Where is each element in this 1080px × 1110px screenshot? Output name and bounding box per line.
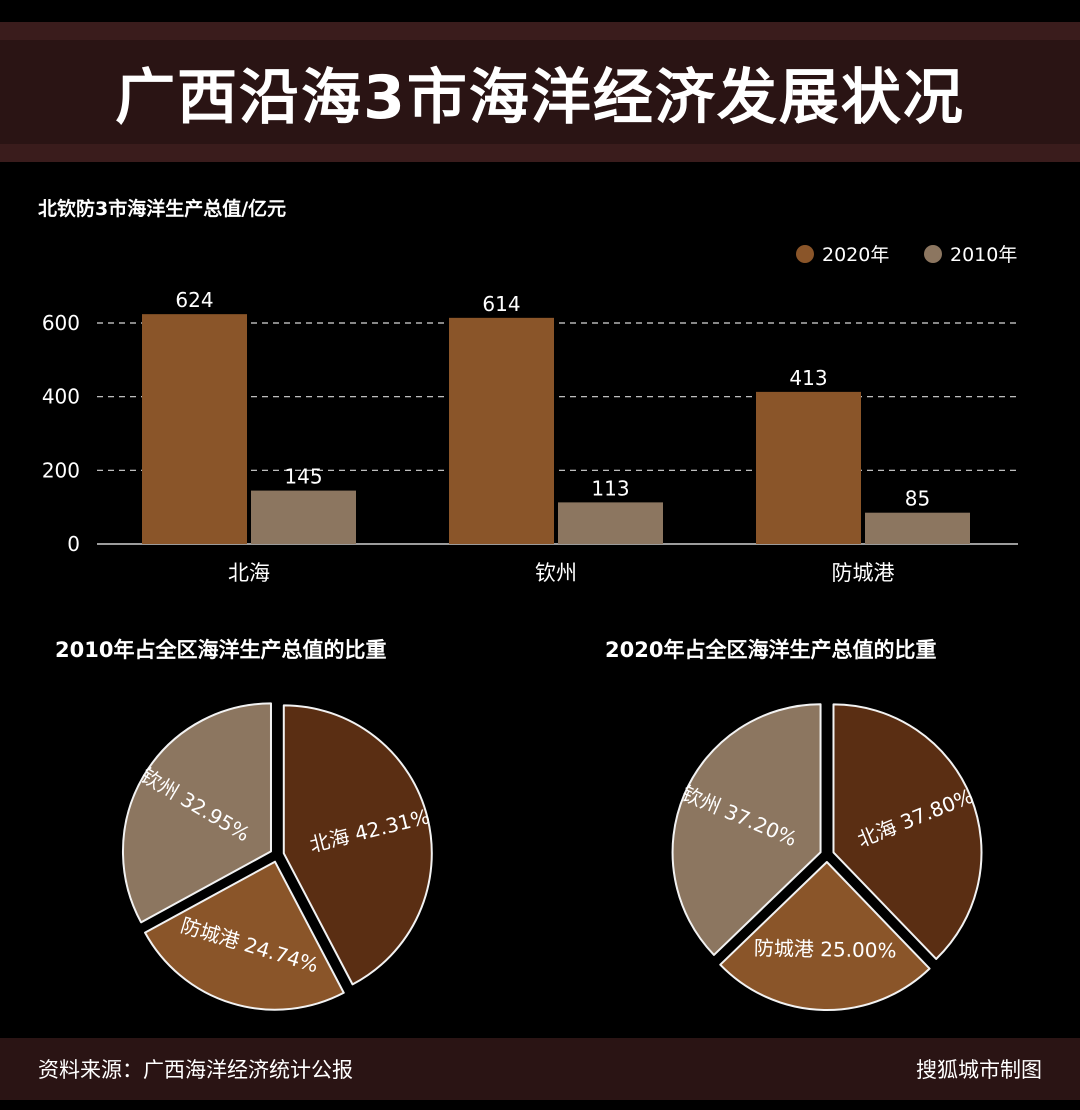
pie-label-1-1: 防城港 25.00% bbox=[754, 936, 897, 963]
legend-label-0: 2020年 bbox=[822, 244, 889, 266]
footer: 资料来源：广西海洋经济统计公报 搜狐城市制图 bbox=[0, 1038, 1080, 1100]
pie-slice-0-0 bbox=[282, 704, 433, 986]
y-tick-3: 600 bbox=[42, 311, 80, 335]
y-tick-0: 0 bbox=[67, 532, 80, 556]
bar-value-2-0: 413 bbox=[789, 366, 827, 390]
pie-slice-1-0 bbox=[832, 703, 983, 960]
bar-0-1 bbox=[251, 490, 356, 544]
bar-2-0 bbox=[756, 391, 861, 544]
x-tick-1: 钦州 bbox=[535, 561, 577, 585]
bar-value-0-1: 145 bbox=[284, 465, 322, 489]
header-banner: 广西沿海3市海洋经济发展状况 bbox=[0, 22, 1080, 162]
bar-2-1 bbox=[865, 512, 970, 544]
legend-swatch-0 bbox=[796, 245, 814, 263]
legend-label-1: 2010年 bbox=[950, 244, 1017, 266]
pie-slice-1-2 bbox=[671, 703, 822, 956]
pie-chart-2020-title: 2020年占全区海洋生产总值的比重 bbox=[605, 638, 937, 662]
x-tick-0: 北海 bbox=[228, 561, 270, 585]
pie-slice-0-2 bbox=[122, 702, 272, 924]
bar-1-0 bbox=[449, 317, 554, 544]
bar-value-0-0: 624 bbox=[175, 288, 213, 312]
bar-value-1-1: 113 bbox=[591, 476, 629, 500]
bar-0-0 bbox=[142, 314, 247, 544]
y-tick-2: 400 bbox=[42, 385, 80, 409]
bar-chart: 2020年 2010年 0 200 400 600 624 145 北海 614 113 钦州 413 8… bbox=[42, 244, 1018, 585]
legend-swatch-1 bbox=[924, 245, 942, 263]
footer-credit: 搜狐城市制图 bbox=[916, 1058, 1042, 1082]
page-title: 广西沿海3市海洋经济发展状况 bbox=[115, 62, 965, 133]
y-tick-1: 200 bbox=[42, 458, 80, 482]
footer-source: 资料来源：广西海洋经济统计公报 bbox=[38, 1058, 353, 1082]
pie-chart-2020: 北海 37.80%防城港 25.00%钦州 37.20% bbox=[671, 703, 983, 1011]
bar-value-1-0: 614 bbox=[482, 292, 520, 316]
bar-1-1 bbox=[558, 502, 663, 544]
pie-slice-1-1 bbox=[719, 860, 931, 1011]
pie-chart-2010: 北海 42.31%防城港 24.74%钦州 32.95% bbox=[122, 702, 433, 1011]
x-tick-2: 防城港 bbox=[832, 561, 895, 585]
pie-slice-0-1 bbox=[144, 860, 345, 1011]
bar-value-2-1: 85 bbox=[905, 487, 930, 511]
pie-chart-2010-title: 2010年占全区海洋生产总值的比重 bbox=[55, 638, 387, 662]
bar-chart-title: 北钦防3市海洋生产总值/亿元 bbox=[38, 198, 287, 220]
